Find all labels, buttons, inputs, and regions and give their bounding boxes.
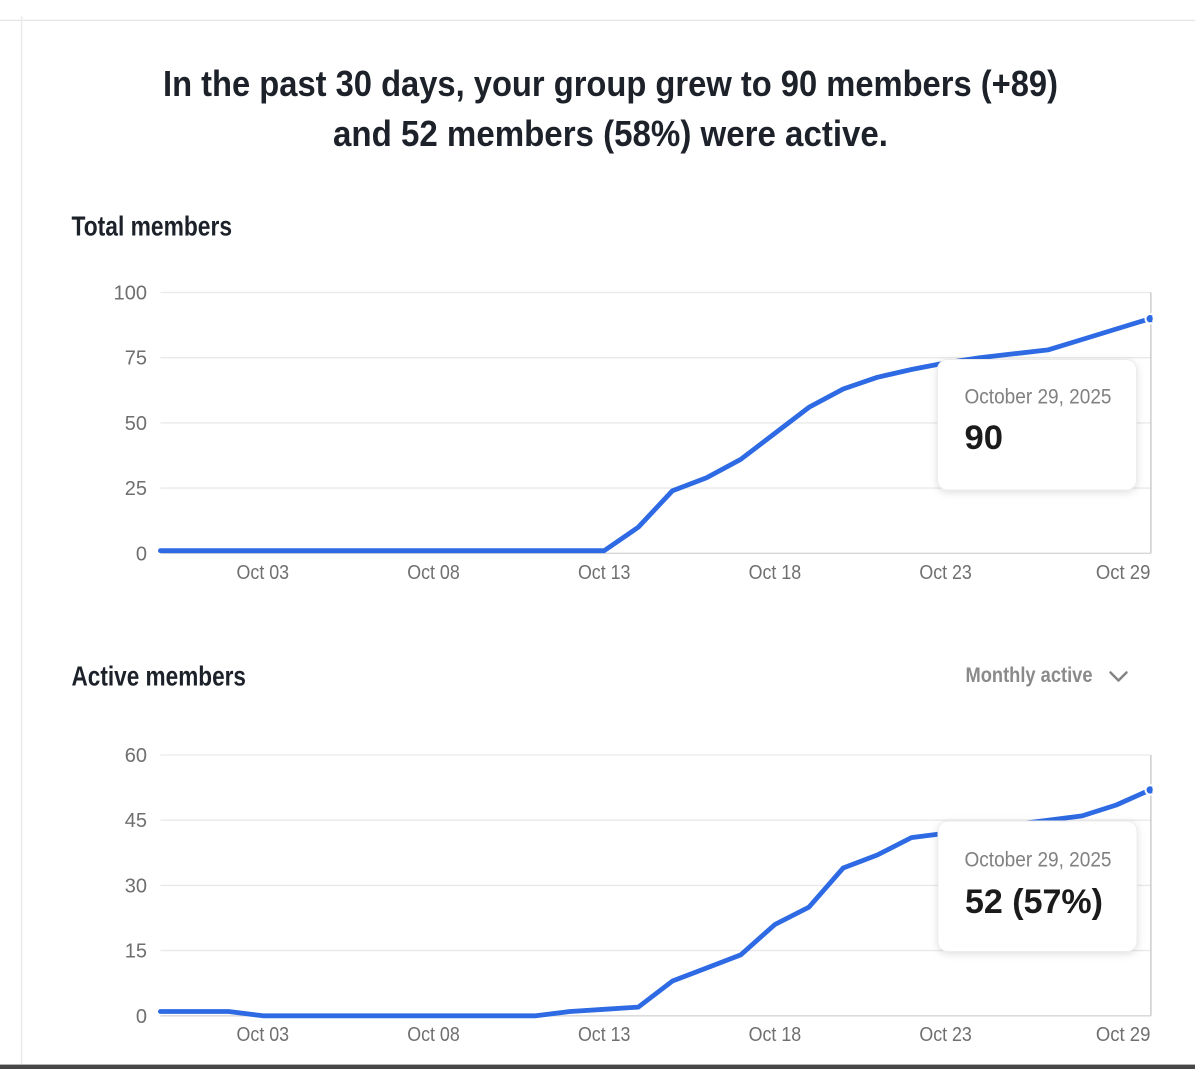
svg-text:October 29, 2025: October 29, 2025 bbox=[965, 386, 1112, 409]
svg-text:0: 0 bbox=[136, 543, 147, 565]
svg-text:Oct 23: Oct 23 bbox=[919, 1024, 972, 1046]
svg-text:Monthly active: Monthly active bbox=[966, 664, 1093, 687]
svg-text:50: 50 bbox=[125, 413, 147, 435]
svg-text:15: 15 bbox=[125, 941, 147, 963]
svg-text:Oct 18: Oct 18 bbox=[749, 1024, 802, 1046]
svg-text:52 (57%): 52 (57%) bbox=[965, 883, 1103, 921]
svg-text:75: 75 bbox=[125, 348, 147, 370]
svg-text:Oct 08: Oct 08 bbox=[407, 1024, 460, 1046]
svg-text:25: 25 bbox=[125, 478, 147, 500]
svg-text:90: 90 bbox=[965, 419, 1004, 457]
svg-text:Oct 23: Oct 23 bbox=[919, 562, 972, 584]
svg-text:October 29, 2025: October 29, 2025 bbox=[965, 849, 1112, 872]
svg-text:Oct 29: Oct 29 bbox=[1096, 562, 1151, 584]
svg-text:Oct 03: Oct 03 bbox=[237, 1024, 290, 1046]
svg-text:Oct 03: Oct 03 bbox=[237, 562, 290, 584]
svg-text:Oct 13: Oct 13 bbox=[578, 1024, 631, 1046]
svg-text:60: 60 bbox=[125, 745, 147, 767]
svg-text:and 52 members (58%) were acti: and 52 members (58%) were active. bbox=[333, 113, 888, 154]
svg-text:Oct 08: Oct 08 bbox=[407, 562, 460, 584]
svg-text:Oct 29: Oct 29 bbox=[1096, 1024, 1151, 1046]
svg-text:Oct 18: Oct 18 bbox=[749, 562, 802, 584]
svg-text:30: 30 bbox=[125, 875, 147, 897]
svg-text:0: 0 bbox=[136, 1006, 147, 1028]
svg-text:45: 45 bbox=[125, 810, 147, 832]
svg-text:In the past 30 days, your grou: In the past 30 days, your group grew to … bbox=[163, 63, 1058, 104]
svg-text:Oct 13: Oct 13 bbox=[578, 562, 631, 584]
svg-text:100: 100 bbox=[114, 283, 147, 305]
svg-text:Active members: Active members bbox=[72, 661, 247, 692]
svg-text:Total members: Total members bbox=[72, 211, 233, 242]
